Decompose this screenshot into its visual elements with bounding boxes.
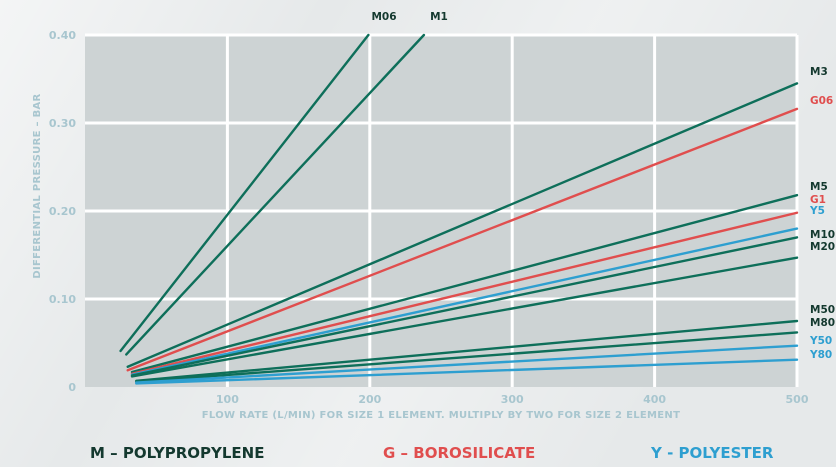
series-label-y5: Y5	[809, 205, 825, 217]
series-label-m1: M1	[430, 11, 448, 23]
series-line-m5	[130, 193, 799, 374]
series-label-m50: M50	[810, 304, 835, 316]
series-label-m3: M3	[810, 66, 828, 78]
series-label-m10: M10	[810, 229, 835, 241]
x-axis-title: FLOW RATE (L/MIN) FOR SIZE 1 ELEMENT. MU…	[202, 410, 680, 421]
x-tick-label: 200	[358, 393, 381, 406]
series-label-g1: G1	[810, 194, 826, 206]
series-label-y80: Y80	[809, 349, 832, 361]
legend-borosilicate: G – BOROSILICATE	[383, 444, 536, 462]
series-label-m80: M80	[810, 317, 835, 329]
y-tick-label: 0.10	[49, 293, 76, 306]
y-tick-label: 0.30	[49, 117, 76, 130]
series-label-m5: M5	[810, 181, 828, 193]
series-line-m10	[130, 236, 799, 377]
series-line-y80	[135, 358, 799, 385]
x-tick-label: 400	[643, 393, 666, 406]
series-label-g06: G06	[810, 95, 833, 107]
x-tick-label: 100	[216, 393, 239, 406]
series-line-m06	[119, 33, 370, 353]
series-line-m20	[130, 256, 799, 378]
legend-polyester: Y - POLYESTER	[651, 444, 774, 462]
series-line-m50	[135, 319, 799, 383]
y-tick-label: 0.20	[49, 205, 76, 218]
series-lines	[119, 33, 799, 385]
x-tick-label: 500	[786, 393, 809, 406]
legend-polypropylene: M – POLYPROPYLENE	[90, 444, 265, 462]
series-line-g1	[130, 211, 799, 375]
x-tick-label: 300	[501, 393, 524, 406]
series-line-m1	[125, 33, 426, 356]
series-line-m3	[126, 82, 799, 368]
grid-lines	[85, 33, 799, 387]
series-label-m20: M20	[810, 241, 835, 253]
series-line-y5	[130, 227, 799, 376]
series-label-y50: Y50	[809, 335, 832, 347]
tick-labels: 100 200 300 400 500 0 0.10 0.20 0.30 0.40	[49, 29, 809, 406]
y-axis-title: DIFFERENTIAL PRESSURE – BAR	[32, 93, 43, 278]
y-tick-label: 0	[68, 381, 76, 394]
series-line-m80	[135, 331, 799, 383]
series-line-y50	[135, 344, 799, 384]
y-tick-label: 0.40	[49, 29, 76, 42]
series-line-g06	[126, 107, 799, 372]
series-label-m06: M06	[371, 11, 396, 23]
